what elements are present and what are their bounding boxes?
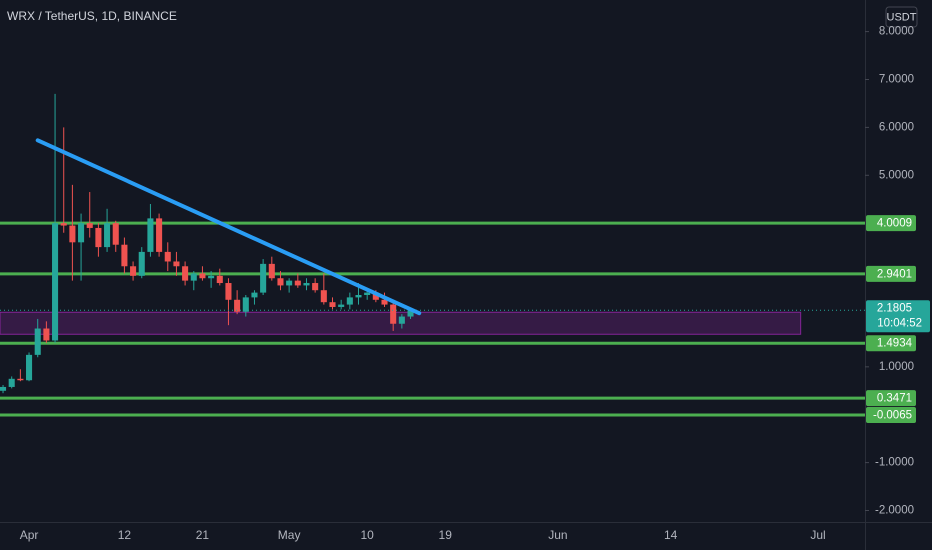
candle-body [234,299,241,312]
candle-body [8,378,15,387]
trendline [35,138,422,316]
candle-body [69,225,76,243]
y-tick-label: -2.0000 [875,505,914,517]
candle-body [138,251,145,276]
y-tick-label: -1.0000 [875,457,914,469]
candle-body [364,292,371,296]
candle-body [216,275,223,284]
x-tick-label: 21 [196,528,210,542]
level-label: -0.0065 [873,410,912,422]
level-label-box [866,390,916,407]
candle-body [156,218,163,252]
candle-body [390,304,397,324]
last-price-box [866,300,930,333]
candle-body [312,283,319,291]
candle-body [130,266,137,276]
candle-body [260,263,267,293]
x-tick-label: May [278,528,301,542]
level-label-box [866,215,916,232]
candle-body [303,283,310,286]
level-label: 2.9401 [877,268,912,280]
level-label: 4.0009 [877,218,912,230]
candle-body [182,266,189,281]
candle-body [26,354,33,381]
candle-body [338,304,345,307]
candle-body [407,310,414,317]
candle-body [0,386,7,391]
candle-body [112,223,119,245]
candle-body [208,275,215,279]
y-tick-label: 7.0000 [879,74,914,86]
candle-body [294,280,301,286]
countdown-label: 10:04:52 [877,317,922,329]
x-tick-label: 19 [439,528,453,542]
currency-label[interactable]: USDT [887,11,917,23]
x-tick-label: 14 [664,528,678,542]
candle-body [60,223,67,226]
candle-body [329,302,336,307]
currency-button[interactable] [885,6,918,28]
level-label-box [866,335,916,352]
candle-body [277,278,284,286]
x-tick-label: 10 [360,528,374,542]
candle-body [242,297,249,312]
candle-body [164,251,171,262]
x-tick-label: Jun [548,528,567,542]
candle-body [199,273,206,279]
candle-body [147,218,154,252]
candle-body [78,223,85,243]
level-label-box [866,265,916,282]
level-label: 0.3471 [877,393,912,405]
candle-body [286,280,293,286]
candle-body [251,292,258,298]
candle-body [43,328,50,341]
candle-body [398,316,405,324]
candle-body [86,223,93,228]
candle-body [95,227,102,248]
candle-body [225,283,232,300]
level-label-box [866,407,916,424]
candle-body [372,292,379,300]
x-tick-label: 12 [118,528,132,542]
last-price-label: 2.1805 [877,302,912,314]
candle-body [268,263,275,279]
candle-body [190,273,197,281]
y-tick-label: 6.0000 [879,121,914,133]
level-label: 1.4934 [877,338,913,350]
y-tick-label: 5.0000 [879,169,914,181]
chart-title: WRX / TetherUS, 1D, BINANCE [7,9,177,23]
y-tick-label: 1.0000 [879,361,914,373]
candle-body [173,261,180,267]
candle-body [346,297,353,305]
candle-body [104,223,111,248]
candle-body [121,244,128,267]
candle-body [381,299,388,305]
candle-body [52,223,59,341]
y-tick-label: 8.0000 [879,26,914,38]
candle-body [320,290,327,303]
x-tick-label: Apr [20,528,39,542]
candle-body [34,328,41,355]
candle-body [355,295,362,298]
candle-body [17,378,24,381]
x-tick-label: Jul [810,528,825,542]
